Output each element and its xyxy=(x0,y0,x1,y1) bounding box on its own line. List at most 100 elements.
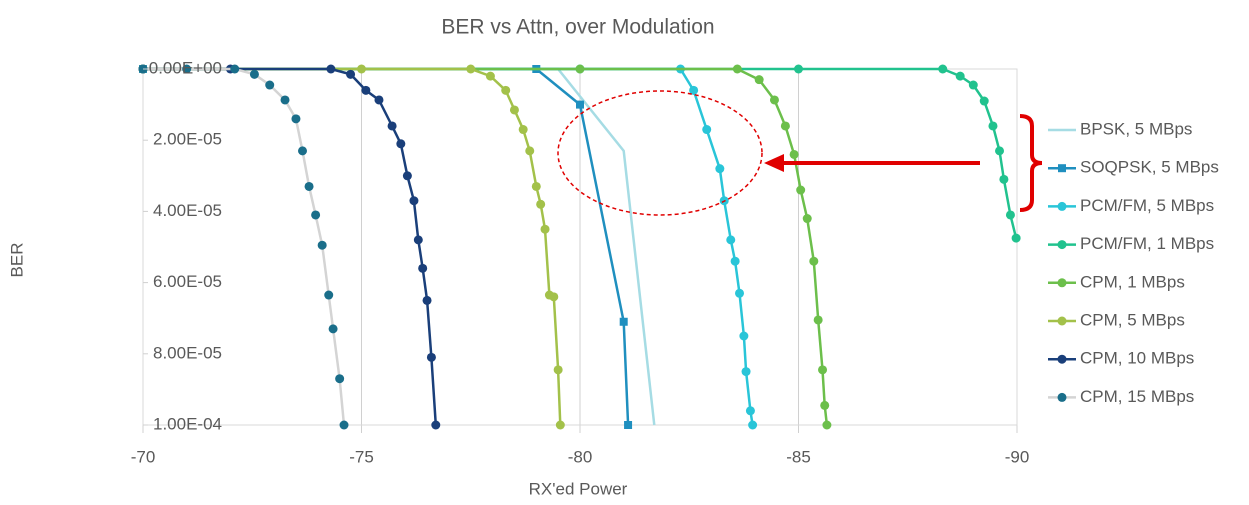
marker xyxy=(802,214,812,224)
x-tick-label: -85 xyxy=(786,447,811,466)
marker xyxy=(396,139,406,149)
marker xyxy=(1057,278,1067,288)
marker xyxy=(335,374,345,384)
x-axis-title: RX'ed Power xyxy=(529,479,628,498)
marker xyxy=(280,95,290,105)
marker xyxy=(955,71,965,81)
marker xyxy=(402,171,412,181)
marker xyxy=(265,80,275,90)
marker xyxy=(339,420,349,430)
marker xyxy=(739,331,749,341)
marker xyxy=(702,125,712,135)
marker xyxy=(1005,210,1015,220)
legend-label: BPSK, 5 MBps xyxy=(1080,119,1192,138)
axes: -70 -75 -80 -85 -90 0.00E+00 2.00E-05 4.00E-05 6… xyxy=(131,58,1030,466)
marker xyxy=(1057,201,1067,211)
marker xyxy=(780,121,790,131)
marker xyxy=(555,420,565,430)
marker xyxy=(509,105,519,115)
series xyxy=(138,64,832,430)
x-tick-label: -70 xyxy=(131,447,156,466)
x-tick-label: -90 xyxy=(1005,447,1030,466)
marker xyxy=(822,420,832,430)
marker xyxy=(1057,392,1067,402)
marker xyxy=(754,75,764,85)
marker xyxy=(995,146,1005,156)
legend-label: PCM/FM, 1 MBps xyxy=(1080,234,1214,253)
marker xyxy=(796,185,806,195)
y-tick-label: 2.00E-05 xyxy=(153,130,222,149)
line xyxy=(143,67,346,426)
series xyxy=(143,67,656,426)
marker xyxy=(818,365,828,375)
marker xyxy=(988,121,998,131)
line xyxy=(143,67,829,426)
marker xyxy=(387,121,397,131)
marker xyxy=(789,149,799,159)
marker xyxy=(813,315,823,325)
marker xyxy=(575,64,585,74)
marker xyxy=(741,367,751,377)
marker xyxy=(549,292,559,302)
marker xyxy=(715,164,725,174)
legend-label: CPM, 5 MBps xyxy=(1080,310,1185,329)
marker xyxy=(576,100,584,109)
series xyxy=(138,64,565,430)
marker xyxy=(999,174,1009,184)
marker xyxy=(298,146,308,156)
marker xyxy=(820,400,830,410)
marker xyxy=(466,64,476,74)
marker xyxy=(732,64,742,74)
marker xyxy=(748,420,758,430)
marker xyxy=(531,181,541,191)
line xyxy=(143,67,562,426)
series xyxy=(138,64,1021,243)
marker xyxy=(1057,316,1067,326)
legend-label: PCM/FM, 5 MBps xyxy=(1080,196,1214,215)
highlight-ellipse xyxy=(557,90,763,216)
marker xyxy=(726,235,736,245)
marker xyxy=(346,69,356,79)
marker xyxy=(182,64,192,74)
marker xyxy=(311,210,321,220)
marker xyxy=(1058,164,1066,173)
marker xyxy=(418,263,428,273)
series xyxy=(138,64,441,430)
line xyxy=(143,67,754,426)
marker xyxy=(374,95,384,105)
marker xyxy=(518,125,528,135)
marker xyxy=(501,85,511,95)
series xyxy=(138,64,758,430)
marker xyxy=(431,420,441,430)
marker xyxy=(328,324,338,334)
marker xyxy=(938,64,948,74)
marker xyxy=(426,352,436,362)
marker xyxy=(689,85,699,95)
legend-label: CPM, 1 MBps xyxy=(1080,272,1185,291)
marker xyxy=(422,295,432,305)
marker xyxy=(326,64,336,74)
series xyxy=(138,64,349,430)
marker xyxy=(361,85,371,95)
marker xyxy=(1057,240,1067,250)
marker xyxy=(485,71,495,81)
marker xyxy=(540,224,550,234)
marker xyxy=(230,64,240,74)
marker xyxy=(553,365,563,375)
marker xyxy=(409,196,419,206)
marker xyxy=(249,69,259,79)
marker xyxy=(536,199,546,209)
legend-label: SOQPSK, 5 MBps xyxy=(1080,158,1219,177)
legend-label: CPM, 15 MBps xyxy=(1080,387,1194,406)
marker xyxy=(745,406,755,416)
marker xyxy=(357,64,366,74)
y-tick-label: 0.00E+00 xyxy=(149,58,222,77)
y-tick-label: 6.00E-05 xyxy=(153,272,222,291)
marker xyxy=(291,114,301,124)
x-tick-label: -75 xyxy=(349,447,374,466)
marker xyxy=(794,64,803,74)
x-tick-label: -80 xyxy=(568,447,593,466)
marker xyxy=(769,95,779,105)
legend-label: CPM, 10 MBps xyxy=(1080,349,1194,368)
